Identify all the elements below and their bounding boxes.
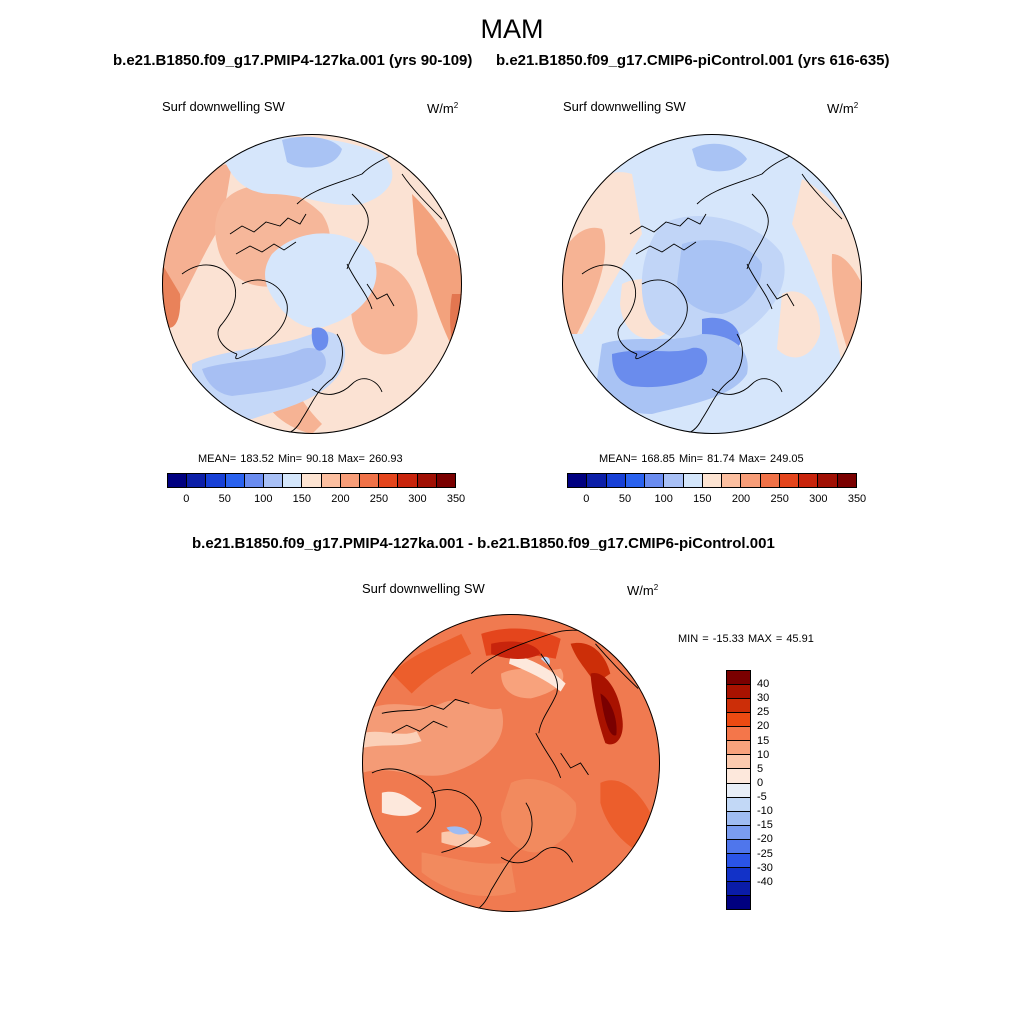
panel-a-colorbar [167,473,456,488]
panel-a-colorbar-swatch [321,474,341,487]
panel-diff-colorbar-label: -5 [757,791,767,804]
panel-a-colorbar-swatch [206,474,226,487]
panel-diff-colorbar-swatch [727,741,750,756]
panel-a-colorbar-tick-label: 300 [408,493,427,505]
panel-a-colorbar-tick-label: 350 [446,493,466,505]
panel-b-colorbar-swatch [606,474,626,487]
panel-b-colorbar-swatch [587,474,607,487]
panel-a-colorbar-tick-label: 250 [369,493,389,505]
panel-diff-colorbar-label: 5 [757,762,764,775]
panel-diff-colorbar-swatch [727,755,750,770]
panel-a-colorbar-tick-label: 50 [218,493,231,505]
panel-diff-colorbar-swatch [727,896,750,910]
panel-b-colorbar-swatch [568,474,588,487]
panel-diff-colorbar [726,670,751,910]
panel-a-title: b.e21.B1850.f09_g17.PMIP4-127ka.001 (yrs… [113,52,473,69]
panel-b-colorbar-swatch [779,474,800,487]
panel-a-colorbar-swatch [379,474,399,487]
panel-a-colorbar-swatch [225,474,245,487]
panel-diff-colorbar-label: -10 [757,805,773,818]
panel-a-colorbar-tick-label: 150 [292,493,312,505]
panel-diff-stats: MIN = -15.33 MAX = 45.91 [678,633,814,645]
panel-a-polar-map [162,134,462,434]
panel-diff-colorbar-swatch [727,853,750,868]
panel-b-units-label: W/m2 [827,101,859,116]
panel-b-colorbar-swatch [683,474,703,487]
panel-diff-colorbar-label: 0 [757,776,764,789]
panel-a-colorbar-tick-label: 100 [254,493,273,505]
panel-b-colorbar-tick-label: 150 [693,493,712,505]
panel-b-colorbar-swatch [722,474,742,487]
panel-b-colorbar-tick-label: 200 [731,493,751,505]
panel-diff-colorbar-swatch [727,811,750,826]
panel-a-colorbar-swatch [244,474,265,487]
panel-a-colorbar-swatch [187,474,207,487]
panel-b-colorbar-swatch [664,474,684,487]
panel-diff-variable-label: Surf downwelling SW [362,581,485,596]
panel-a-colorbar-swatch [264,474,284,487]
panel-diff-colorbar-swatch [727,727,750,742]
panel-a-colorbar-swatch [283,474,303,487]
panel-b-colorbar-tick-label: 250 [770,493,789,505]
panel-b-polar-map [562,134,862,434]
panel-diff-colorbar-label: 10 [757,748,770,761]
panel-b-colorbar-tick-label: 350 [847,493,867,505]
panel-a-colorbar-swatch [436,474,456,487]
panel-b-colorbar-swatch [799,474,819,487]
panel-diff-colorbar-label: -40 [757,875,773,888]
panel-b-colorbar-swatch [625,474,646,487]
panel-b-colorbar-swatch [702,474,723,487]
panel-diff-colorbar-label: -20 [757,833,773,846]
panel-diff-colorbar-label: -30 [757,861,773,874]
panel-a-colorbar-tick-label: 200 [331,493,350,505]
panel-a-colorbar-tick-label: 0 [183,493,190,505]
panel-b-colorbar-swatch [818,474,838,487]
panel-b-colorbar-tick-label: 0 [583,493,590,505]
panel-diff-colorbar-swatch [727,783,750,798]
panel-a-colorbar-swatch [340,474,361,487]
panel-b-variable-label: Surf downwelling SW [563,99,686,114]
panel-a-colorbar-swatch [417,474,437,487]
panel-diff-colorbar-label: 15 [757,734,770,747]
panel-diff-colorbar-swatch [727,713,750,728]
panel-diff-colorbar-label: 25 [757,706,770,719]
panel-diff-colorbar-label: 20 [757,720,770,733]
panel-b-colorbar [567,473,857,488]
panel-a-colorbar-swatch [168,474,188,487]
panel-diff-colorbar-swatch [727,699,750,714]
panel-diff-title: b.e21.B1850.f09_g17.PMIP4-127ka.001 - b.… [192,535,775,552]
panel-diff-polar-map [362,614,660,912]
panel-diff-colorbar-swatch [727,671,750,686]
panel-diff-colorbar-label: 40 [757,678,770,691]
panel-diff-colorbar-label: -25 [757,847,773,860]
panel-b-colorbar-tick-label: 300 [809,493,828,505]
panel-a-colorbar-swatch [302,474,322,487]
panel-a-colorbar-swatch [398,474,418,487]
panel-diff-colorbar-swatch [727,867,750,882]
panel-b-colorbar-swatch [837,474,856,487]
panel-a-stats: MEAN= 183.52 Min= 90.18 Max= 260.93 [198,453,403,465]
panel-b-colorbar-tick-label: 100 [654,493,673,505]
panel-b-stats: MEAN= 168.85 Min= 81.74 Max= 249.05 [599,453,804,465]
panel-diff-colorbar-swatch [727,685,750,700]
panel-b-colorbar-swatch [645,474,665,487]
panel-b-colorbar-tick-label: 50 [618,493,632,505]
panel-diff-colorbar-swatch [727,881,750,896]
panel-a-colorbar-swatch [360,474,380,487]
panel-b-colorbar-swatch [741,474,761,487]
panel-diff-colorbar-swatch [727,825,750,840]
panel-a-units-label: W/m2 [427,101,459,116]
panel-diff-colorbar-label: 30 [757,692,770,705]
panel-diff-colorbar-swatch [727,839,750,854]
panel-a-variable-label: Surf downwelling SW [162,99,285,114]
panel-b-title: b.e21.B1850.f09_g17.CMIP6-piControl.001 … [496,52,890,69]
panel-diff-units-label: W/m2 [627,583,659,598]
panel-diff-colorbar-swatch [727,769,750,784]
panel-b-colorbar-swatch [760,474,780,487]
panel-diff-colorbar-label: -15 [757,819,773,832]
panel-diff-colorbar-swatch [727,797,750,812]
season-title: MAM [480,14,544,44]
